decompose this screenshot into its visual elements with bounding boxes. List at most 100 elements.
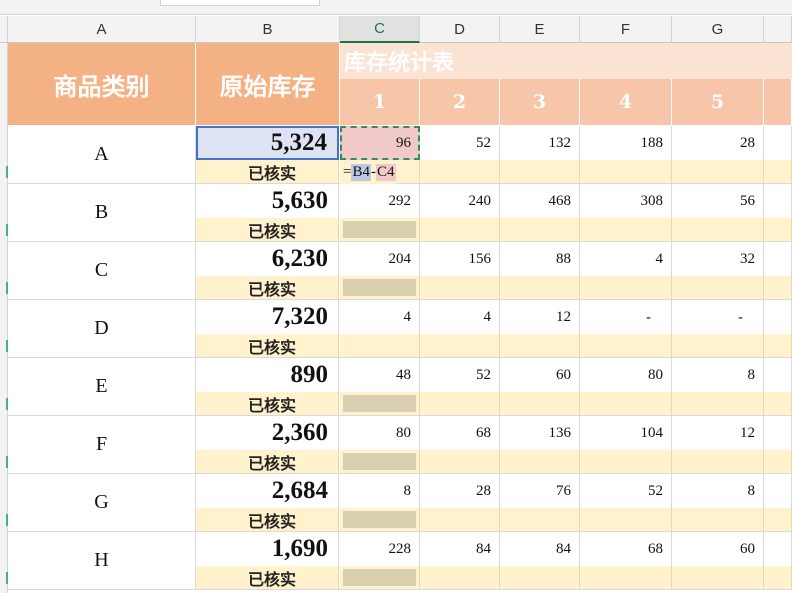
stock-cell[interactable]: 7,320 [196,300,339,334]
value-cell[interactable]: 292 [340,184,420,218]
category-cell[interactable]: F [8,416,196,474]
value-cell-next[interactable] [764,532,792,566]
value-cell[interactable]: - [580,300,672,334]
value-cell[interactable]: 136 [500,416,580,450]
header-day-1[interactable]: 1 [340,79,420,125]
check-cell[interactable] [580,334,672,358]
value-cell[interactable]: 228 [340,532,420,566]
value-cell-next[interactable] [764,126,792,160]
check-cell[interactable] [764,218,792,242]
value-cell[interactable]: 204 [340,242,420,276]
value-cell[interactable]: 308 [580,184,672,218]
value-cell[interactable]: 104 [580,416,672,450]
column-header-next[interactable] [764,16,792,43]
value-cell[interactable]: 48 [340,358,420,392]
check-input-box[interactable] [343,221,416,238]
check-cell[interactable] [420,334,500,358]
verified-cell[interactable]: 已核实 [196,508,339,532]
value-cell[interactable]: 52 [580,474,672,508]
header-category[interactable]: 商品类别 [8,43,196,125]
column-header-g[interactable]: G [672,16,764,43]
value-cell[interactable]: 32 [672,242,764,276]
check-cell[interactable] [420,450,500,474]
header-day-5[interactable]: 5 [672,79,764,125]
check-cell[interactable] [340,508,420,532]
stock-cell[interactable]: 6,230 [196,242,339,276]
check-cell[interactable] [764,334,792,358]
verified-cell[interactable]: 已核实 [196,566,339,590]
value-cell[interactable]: 28 [672,126,764,160]
check-cell[interactable] [672,276,764,300]
value-cell[interactable]: 60 [500,358,580,392]
value-cell[interactable]: 52 [420,126,500,160]
verified-cell[interactable]: 已核实 [196,334,339,358]
select-all-corner[interactable] [0,16,8,43]
check-cell[interactable] [340,566,420,590]
check-cell[interactable] [580,566,672,590]
header-original-stock[interactable]: 原始库存 [196,43,340,125]
check-cell[interactable] [580,218,672,242]
value-cell[interactable]: 188 [580,126,672,160]
stock-cell[interactable]: 5,630 [196,184,339,218]
value-cell[interactable]: 52 [420,358,500,392]
stock-cell[interactable]: 2,360 [196,416,339,450]
value-cell[interactable]: 4 [420,300,500,334]
verified-cell[interactable]: 已核实 [196,450,339,474]
category-cell[interactable]: H [8,532,196,590]
value-cell[interactable]: 8 [672,358,764,392]
check-cell[interactable] [340,392,420,416]
value-cell-next[interactable] [764,358,792,392]
stock-cell[interactable]: 2,684 [196,474,339,508]
check-cell[interactable] [580,160,672,184]
check-cell[interactable] [500,508,580,532]
check-cell[interactable] [672,334,764,358]
column-header-a[interactable]: A [8,16,196,43]
check-cell[interactable] [500,334,580,358]
value-cell[interactable]: 468 [500,184,580,218]
formula-edit[interactable]: = B4 - C4 [340,160,396,184]
check-cell[interactable] [340,450,420,474]
value-cell-next[interactable] [764,474,792,508]
check-cell[interactable] [500,218,580,242]
check-cell[interactable] [764,160,792,184]
check-cell[interactable] [500,276,580,300]
column-header-b[interactable]: B [196,16,340,43]
check-cell[interactable] [420,508,500,532]
value-cell[interactable]: 28 [420,474,500,508]
value-cell[interactable]: 80 [580,358,672,392]
check-cell[interactable] [340,276,420,300]
value-cell[interactable]: 76 [500,474,580,508]
value-cell-next[interactable] [764,184,792,218]
value-cell[interactable]: 8 [672,474,764,508]
check-cell[interactable] [672,218,764,242]
header-day-2[interactable]: 2 [420,79,500,125]
column-header-c[interactable]: C [340,16,420,43]
verified-cell[interactable]: 已核实 [196,160,339,184]
header-day-4[interactable]: 4 [580,79,672,125]
sheet-tab[interactable] [160,0,320,6]
category-cell[interactable]: D [8,300,196,358]
category-cell[interactable]: G [8,474,196,532]
value-cell[interactable]: 68 [420,416,500,450]
verified-cell[interactable]: 已核实 [196,218,339,242]
value-cell[interactable]: 80 [340,416,420,450]
value-cell[interactable]: 68 [580,532,672,566]
check-cell[interactable] [764,450,792,474]
value-cell[interactable]: 60 [672,532,764,566]
value-cell-next[interactable] [764,300,792,334]
check-cell[interactable] [500,160,580,184]
header-day-3[interactable]: 3 [500,79,580,125]
check-cell[interactable] [420,160,500,184]
category-cell[interactable]: E [8,358,196,416]
check-cell[interactable] [764,566,792,590]
category-cell[interactable]: A [8,126,196,184]
check-cell[interactable] [580,508,672,532]
value-cell[interactable]: - [672,300,764,334]
check-cell[interactable] [420,392,500,416]
check-cell[interactable] [420,566,500,590]
value-cell[interactable]: 12 [672,416,764,450]
column-header-f[interactable]: F [580,16,672,43]
value-cell[interactable]: 4 [580,242,672,276]
check-cell[interactable] [580,276,672,300]
value-cell[interactable]: 240 [420,184,500,218]
